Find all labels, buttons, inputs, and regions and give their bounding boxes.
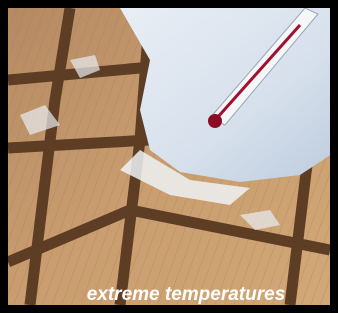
photo: extreme temperatures	[0, 0, 338, 313]
caption: extreme temperatures	[87, 284, 286, 305]
scene: extreme temperatures	[8, 8, 338, 305]
page: extreme temperatures (() => { const data…	[0, 0, 338, 313]
